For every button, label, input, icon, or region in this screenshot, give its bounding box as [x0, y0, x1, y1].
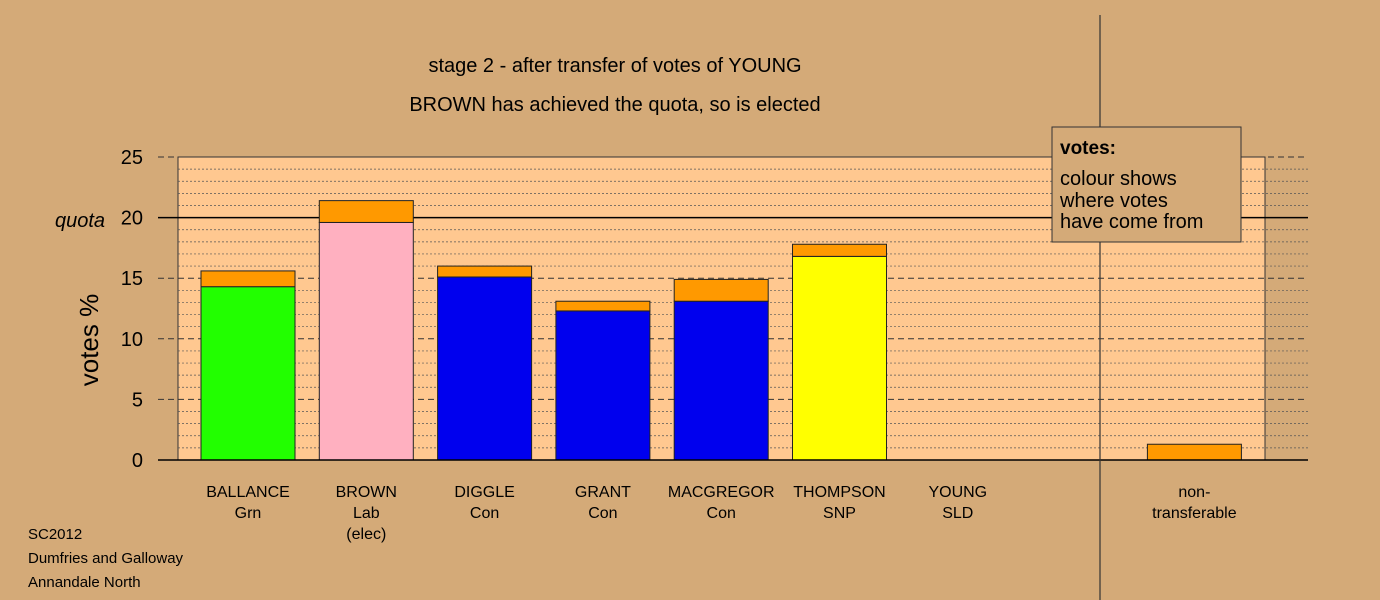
legend-title: votes: — [1060, 138, 1116, 159]
legend-line-3: have come from — [1060, 211, 1203, 233]
bar-segment — [437, 265, 533, 278]
bar-segment — [200, 270, 296, 288]
bar-segment — [318, 200, 414, 223]
footer-line-3: Annandale North — [28, 574, 141, 591]
bar-segment — [318, 221, 414, 461]
footer-line-1: SC2012 — [28, 526, 82, 543]
category-label: YOUNG — [928, 484, 987, 501]
bar-segment — [200, 286, 296, 461]
category-label: GRANT — [575, 484, 631, 501]
bar-segment — [1146, 443, 1242, 461]
y-tick-label: 10 — [121, 329, 143, 351]
y-tick-label: 20 — [121, 208, 143, 230]
category-label: Con — [707, 505, 736, 522]
y-tick-label: 25 — [121, 147, 143, 169]
category-label: Con — [470, 505, 499, 522]
category-label: non- — [1178, 484, 1210, 501]
y-tick-label: 5 — [132, 389, 143, 411]
category-label: THOMPSON — [793, 484, 885, 501]
category-label: BROWN — [336, 484, 397, 501]
category-label: transferable — [1152, 505, 1237, 522]
legend: votes: colour shows where votes have com… — [1051, 126, 1242, 243]
legend-line-1: colour shows — [1060, 168, 1177, 190]
category-label: MACGREGOR — [668, 484, 775, 501]
bar-segment — [437, 276, 533, 461]
bar-segment — [673, 278, 769, 302]
category-label: (elec) — [346, 526, 386, 543]
bars — [200, 200, 1242, 461]
category-labels: BALLANCE Grn BROWN Lab (elec) DIGGLE Con GRANT C… — [206, 484, 1237, 543]
legend-line-2: where votes — [1059, 190, 1168, 212]
y-tick-labels: 0 5 10 15 20 25 — [121, 147, 143, 472]
category-label: SNP — [823, 505, 856, 522]
bar-segment — [555, 300, 651, 312]
category-label: BALLANCE — [206, 484, 290, 501]
category-label: SLD — [942, 505, 973, 522]
category-label: Con — [588, 505, 617, 522]
y-tick-label: 0 — [132, 450, 143, 472]
legend-box — [1051, 126, 1242, 243]
quota-label: quota — [55, 210, 105, 232]
bar-segment — [792, 255, 887, 461]
chart-subtitle: BROWN has achieved the quota, so is elec… — [409, 94, 820, 116]
category-label: DIGGLE — [454, 484, 514, 501]
footer-line-2: Dumfries and Galloway — [28, 550, 184, 567]
bar-segment — [792, 243, 887, 257]
category-label: Lab — [353, 505, 380, 522]
y-axis-label: votes % — [74, 294, 104, 387]
chart-title: stage 2 - after transfer of votes of YOU… — [428, 55, 801, 77]
category-label: Grn — [235, 505, 262, 522]
y-tick-label: 15 — [121, 268, 143, 290]
bar-segment — [555, 310, 651, 461]
bar-segment — [673, 300, 769, 461]
